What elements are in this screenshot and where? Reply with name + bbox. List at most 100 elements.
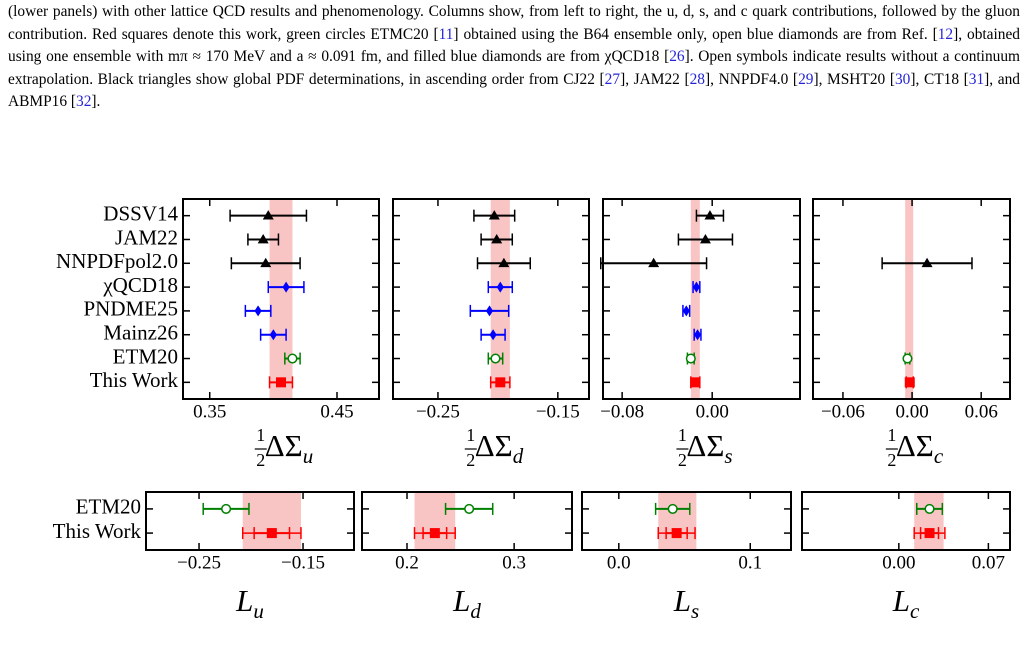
marker <box>287 353 298 364</box>
band <box>414 492 456 550</box>
band <box>269 199 293 399</box>
marker <box>690 377 701 388</box>
category-label: ETM20 <box>113 344 178 368</box>
marker <box>693 329 702 341</box>
x-label-subscript: s <box>724 444 732 468</box>
panel-frame <box>182 198 380 400</box>
marker <box>924 503 935 514</box>
x-tick-label: −0.15 <box>281 552 325 573</box>
caption-text: ], and ABMP16 [ <box>8 70 1020 111</box>
x-tick-label: 0.1 <box>738 552 762 573</box>
x-label-subscript: u <box>303 444 314 468</box>
category-label: PNDME25 <box>83 297 178 321</box>
x-axis-label: Ld <box>452 583 481 623</box>
x-label-subscript: c <box>910 599 920 623</box>
x-label-symbol: ΔΣ <box>686 428 724 463</box>
x-label-subscript: d <box>470 599 481 623</box>
x-tick-label: 0.00 <box>895 401 928 422</box>
category-label: ETM20 <box>76 495 141 519</box>
x-axis-label: Lc <box>892 583 920 623</box>
panel: 0.0 0.1 Ls <box>581 491 792 623</box>
caption-text: ], MSHT20 [ <box>813 70 895 88</box>
citation[interactable]: 26 <box>669 48 685 65</box>
citation[interactable]: 12 <box>937 25 954 43</box>
x-tick-label: −0.25 <box>416 401 460 422</box>
citation[interactable]: 27 <box>604 70 621 88</box>
x-tick-label: 0.45 <box>320 401 353 422</box>
panel-frame <box>812 198 1011 400</box>
category-label: DSSV14 <box>103 201 178 225</box>
marker <box>495 377 506 388</box>
x-label-denominator: 2 <box>678 450 687 470</box>
x-label-numerator: 1 <box>678 425 687 445</box>
marker <box>429 528 440 539</box>
x-label-symbol: ΔΣ <box>475 428 513 463</box>
citation[interactable]: 32 <box>76 93 92 110</box>
band <box>490 199 510 399</box>
caption-text: ]. Open symbols indicate results without… <box>8 48 1020 88</box>
caption-text: ], NNPDF4.0 [ <box>705 70 799 88</box>
citation[interactable]: 29 <box>798 70 814 88</box>
marker <box>904 377 915 388</box>
marker <box>671 528 682 539</box>
marker <box>485 305 494 317</box>
x-tick-label: 0.06 <box>965 401 998 422</box>
x-label-symbol: L <box>452 583 470 618</box>
caption-text: ], JAM22 [ <box>620 70 690 88</box>
x-tick-label: 0.00 <box>882 552 915 573</box>
x-axis-label: Ls <box>673 583 699 623</box>
citation[interactable]: 31 <box>968 70 985 88</box>
caption-text: ]. <box>91 93 101 110</box>
x-label-subscript: c <box>934 444 944 468</box>
citation[interactable]: 28 <box>689 70 705 88</box>
band <box>914 492 944 550</box>
marker <box>488 210 500 220</box>
x-label-denominator: 2 <box>256 450 265 470</box>
x-tick-label: 0.2 <box>395 552 419 573</box>
marker <box>221 503 232 514</box>
marker <box>682 305 690 317</box>
category-label: Mainz26 <box>103 321 178 345</box>
panel-frame <box>581 491 792 551</box>
panel: 0.00 0.07 Lc <box>801 491 1011 623</box>
x-label-symbol: L <box>673 583 691 618</box>
panel: 0.2 0.3 Ld <box>361 491 573 623</box>
x-tick-label: −0.06 <box>821 401 865 422</box>
marker <box>704 210 716 220</box>
marker <box>921 257 933 268</box>
x-label-symbol: L <box>235 583 253 618</box>
marker <box>496 281 504 293</box>
category-label: χQCD18 <box>102 273 178 297</box>
marker <box>491 233 503 244</box>
category-label: JAM22 <box>115 225 178 249</box>
citation[interactable]: 11 <box>438 25 454 43</box>
x-tick-label: −0.25 <box>177 552 221 573</box>
marker <box>260 257 272 268</box>
marker <box>489 329 497 341</box>
band <box>905 199 914 399</box>
x-label-symbol: ΔΣ <box>896 428 934 463</box>
band <box>242 492 301 550</box>
category-label: NNPDFpol2.0 <box>56 249 178 273</box>
citation[interactable]: 30 <box>894 70 911 88</box>
x-label-numerator: 1 <box>466 425 475 445</box>
x-label-symbol: ΔΣ <box>265 428 303 463</box>
x-label-denominator: 2 <box>887 450 896 470</box>
marker <box>490 353 501 364</box>
panel-frame <box>801 491 1011 551</box>
marker <box>685 353 696 364</box>
caption-text: ], CT18 [ <box>910 70 969 88</box>
category-label: This Work <box>53 519 142 543</box>
x-label-subscript: u <box>253 599 264 623</box>
x-axis-label: Lu <box>235 583 264 623</box>
marker <box>692 281 701 293</box>
x-label-subscript: d <box>513 444 524 468</box>
x-tick-label: 0.3 <box>502 552 526 573</box>
x-label-symbol: L <box>892 583 910 618</box>
band <box>658 492 697 550</box>
marker <box>464 503 475 514</box>
